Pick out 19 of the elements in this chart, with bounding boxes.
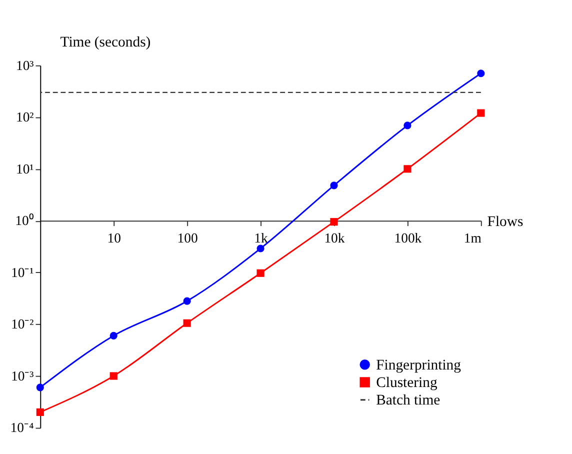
x-tick-label: 100k: [394, 230, 422, 246]
y-tick-label: 10⁻³: [10, 368, 34, 384]
legend-label: Batch time: [376, 392, 441, 409]
x-tick-label: 1m: [464, 230, 482, 246]
x-tick-label: 10: [107, 230, 122, 246]
legend-label: Clustering: [376, 375, 438, 392]
y-tick-label: 10⁻²: [10, 316, 34, 332]
y-tick-label: 10⁻⁴: [10, 420, 34, 436]
y-axis-title: Time (seconds): [60, 34, 151, 50]
x-tick-label: 10k: [324, 230, 345, 246]
y-tick-label: 10³: [16, 58, 34, 73]
legend-label: Fingerprinting: [376, 357, 462, 374]
x-axis-title: Flows: [487, 214, 524, 230]
y-tick-label: 10²: [16, 110, 34, 125]
y-tick-label: 10¹: [16, 161, 34, 176]
y-tick-label: 10⁻¹: [10, 264, 34, 280]
x-tick-label: 100: [177, 230, 198, 246]
x-tick-label: 1k: [254, 230, 268, 246]
y-tick-label: 10⁰: [15, 213, 34, 228]
